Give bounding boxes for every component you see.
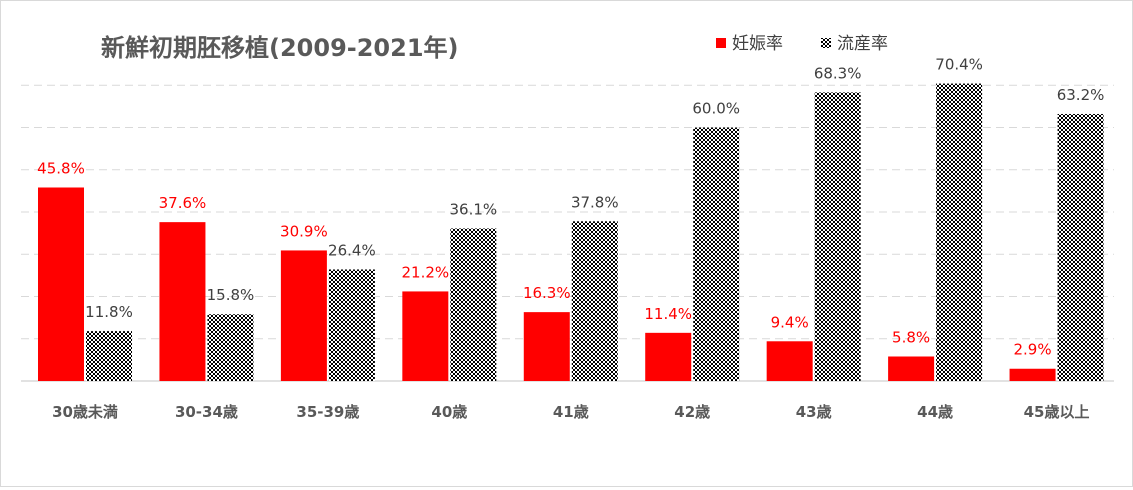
- data-label-miscarriage-rate: 36.1%: [450, 200, 498, 218]
- data-label-miscarriage-rate: 68.3%: [814, 64, 862, 82]
- data-label-pregnancy-rate: 16.3%: [523, 284, 571, 302]
- bar-pregnancy-rate: [888, 356, 935, 381]
- data-label-miscarriage-rate: 70.4%: [935, 56, 983, 74]
- bar-miscarriage-rate: [86, 331, 132, 381]
- bar-miscarriage-rate: [207, 314, 254, 381]
- data-label-pregnancy-rate: 2.9%: [1014, 341, 1052, 359]
- x-tick-label: 44歳: [917, 403, 953, 421]
- bar-pregnancy-rate: [766, 341, 813, 381]
- data-label-miscarriage-rate: 15.8%: [207, 286, 255, 304]
- data-label-pregnancy-rate: 30.9%: [280, 222, 328, 240]
- data-label-pregnancy-rate: 9.4%: [771, 313, 809, 331]
- x-tick-label: 42歳: [674, 403, 710, 421]
- x-tick-label: 30-34歳: [175, 403, 238, 421]
- bar-pregnancy-rate: [523, 312, 570, 381]
- bar-pregnancy-rate: [645, 332, 692, 381]
- x-tick-label: 35-39歳: [296, 403, 359, 421]
- bar-pregnancy-rate: [280, 250, 327, 381]
- x-tick-label: 41歳: [553, 403, 589, 421]
- bar-miscarriage-rate: [1057, 113, 1104, 381]
- bar-miscarriage-rate: [450, 228, 497, 381]
- x-axis: 30歳未満 30-34歳 35-39歳 40歳 41歳 42歳 43歳 44歳 45歳以上: [52, 403, 1089, 421]
- legend-label-miscarriage: 流産率: [837, 34, 888, 54]
- bar-miscarriage-rate: [693, 127, 740, 381]
- bars: [38, 83, 1104, 382]
- data-label-pregnancy-rate: 21.2%: [402, 263, 450, 281]
- bar-miscarriage-rate: [814, 92, 861, 382]
- x-tick-label: 45歳以上: [1024, 403, 1090, 421]
- bar-pregnancy-rate: [159, 222, 206, 381]
- x-tick-label: 30歳未満: [52, 403, 118, 421]
- bar-pregnancy-rate: [402, 291, 449, 381]
- legend-label-pregnancy: 妊娠率: [732, 34, 783, 54]
- data-labels: 45.8% 11.8% 37.6% 15.8% 30.9%26.4% 21.2% 36.1%…: [37, 56, 1104, 359]
- chart-title: 新鮮初期胚移植(2009-2021年): [101, 34, 459, 62]
- bar-miscarriage-rate: [571, 221, 618, 381]
- x-tick-label: 40歳: [431, 403, 467, 421]
- data-label-miscarriage-rate: 26.4%: [328, 241, 376, 259]
- bar-miscarriage-rate: [936, 83, 983, 381]
- legend-swatch-miscarriage: [821, 38, 831, 48]
- data-label-miscarriage-rate: 63.2%: [1057, 86, 1105, 104]
- legend: 妊娠率 流産率: [716, 34, 888, 54]
- data-label-pregnancy-rate: 37.6%: [159, 194, 207, 212]
- bar-pregnancy-rate: [1009, 368, 1056, 381]
- data-label-pregnancy-rate: 11.4%: [644, 305, 692, 323]
- bar-miscarriage-rate: [328, 269, 375, 381]
- data-label-miscarriage-rate: 37.8%: [571, 193, 619, 211]
- data-label-miscarriage-rate: 60.0%: [692, 100, 740, 118]
- x-tick-label: 43歳: [796, 403, 832, 421]
- data-label-miscarriage-rate: 11.8%: [85, 303, 133, 321]
- legend-swatch-pregnancy: [716, 38, 726, 48]
- data-label-pregnancy-rate: 5.8%: [892, 328, 930, 346]
- bar-pregnancy-rate: [38, 187, 84, 381]
- data-label-pregnancy-rate: 45.8%: [37, 159, 85, 177]
